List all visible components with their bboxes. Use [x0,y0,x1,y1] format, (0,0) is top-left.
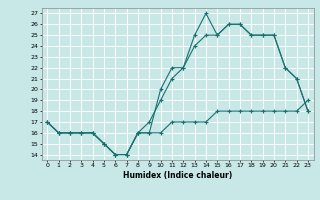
X-axis label: Humidex (Indice chaleur): Humidex (Indice chaleur) [123,171,232,180]
